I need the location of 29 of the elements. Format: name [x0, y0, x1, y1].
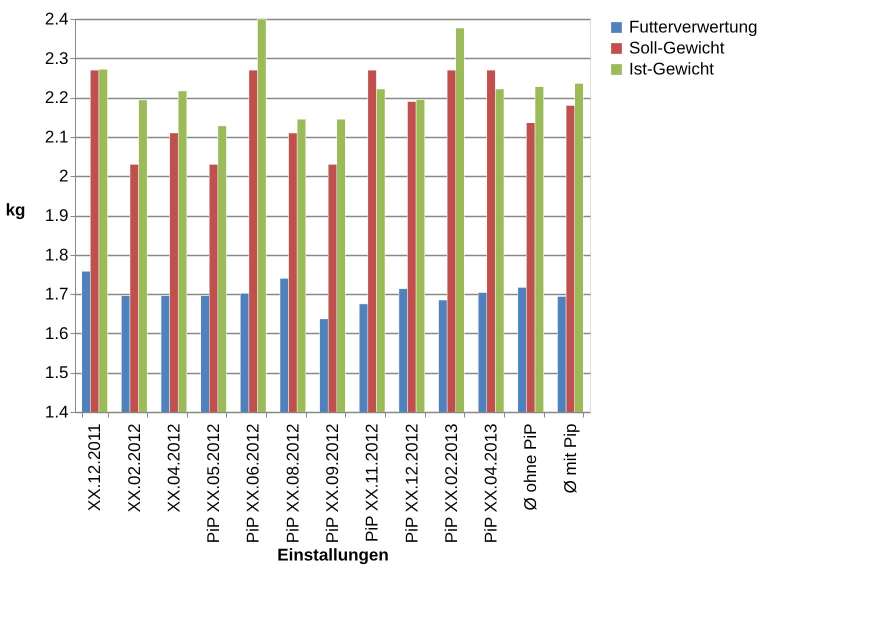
x-tick-label: PiP XX.02.2013 [442, 424, 461, 544]
x-tick-label: Ø mit Pip [560, 424, 580, 494]
x-tick-label: Ø ohne PiP [521, 424, 540, 510]
x-tick-label: XX.02.2012 [124, 424, 144, 512]
x-tick-label: PiP XX.04.2013 [482, 424, 501, 544]
y-tick-label: 1.4 [44, 402, 68, 422]
legend-label: Ist-Gewicht [629, 60, 714, 78]
legend-label: Futterverwertung [629, 18, 758, 36]
x-tick-label: XX.04.2012 [164, 424, 184, 512]
y-tick-label: 1.9 [44, 206, 68, 225]
x-tick-label: PiP XX.06.2012 [244, 424, 263, 544]
x-tick-label: PiP XX.09.2012 [323, 424, 342, 544]
legend-label: Soll-Gewicht [629, 38, 725, 58]
y-tick-label: 2.4 [44, 10, 68, 28]
y-tick-label: 2.1 [44, 127, 68, 146]
x-tick-label: XX.12.2011 [85, 424, 104, 512]
y-tick-label: 1.5 [44, 363, 68, 382]
y-tick-label: 2.2 [44, 88, 68, 108]
x-tick-label: PiP XX.05.2012 [204, 424, 224, 544]
x-tick-label: PiP XX.08.2012 [283, 424, 302, 544]
x-tick-label: PiP XX.12.2012 [402, 424, 422, 544]
x-tick-label: PiP XX.11.2012 [362, 424, 382, 542]
y-tick-label: 1.7 [44, 284, 68, 304]
y-tick-label: 1.6 [44, 324, 68, 343]
x-axis-title: Einstallungen [277, 546, 389, 565]
y-tick-label: 1.8 [44, 245, 68, 264]
y-axis-title: kg [6, 200, 26, 220]
y-tick-label: 2.3 [44, 48, 68, 68]
y-tick-label: 2 [59, 166, 68, 186]
